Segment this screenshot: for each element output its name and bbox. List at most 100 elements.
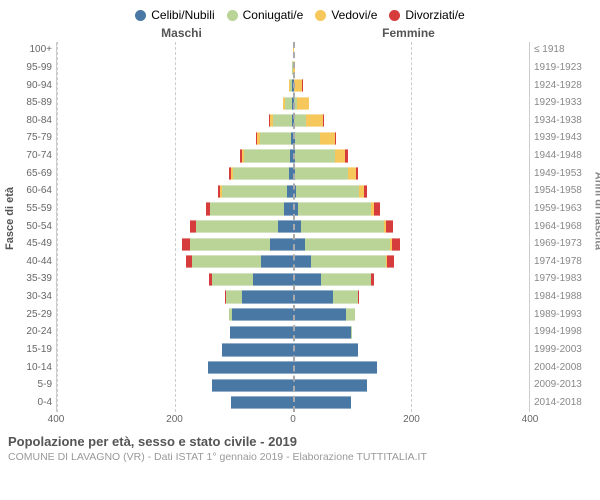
header-row: Maschi Femmine bbox=[8, 26, 592, 40]
yaxis-left-tick: 70-74 bbox=[8, 147, 56, 165]
yaxis-left-tick: 35-39 bbox=[8, 271, 56, 289]
bar-segment bbox=[231, 396, 293, 409]
female-bar bbox=[293, 61, 529, 74]
male-bar bbox=[57, 114, 293, 127]
yaxis-right-tick: 1974-1978 bbox=[530, 253, 592, 271]
bar-segment bbox=[208, 361, 293, 374]
legend-label: Vedovi/e bbox=[331, 8, 377, 22]
bar-segment bbox=[293, 255, 311, 268]
bar-segment bbox=[295, 167, 348, 180]
yaxis-right-tick: 1934-1938 bbox=[530, 112, 592, 130]
bar-segment bbox=[293, 326, 351, 339]
yaxis-right-tick: 1994-1998 bbox=[530, 324, 592, 342]
bar-segment bbox=[294, 114, 306, 127]
bar-segment bbox=[356, 167, 359, 180]
yaxis-left-tick: 85-89 bbox=[8, 94, 56, 112]
bar-segment bbox=[244, 149, 290, 162]
header-male: Maschi bbox=[8, 26, 295, 40]
bar-segment bbox=[295, 132, 320, 145]
female-bar bbox=[293, 361, 529, 374]
yaxis-right-tick: 2009-2013 bbox=[530, 376, 592, 394]
bar-segment bbox=[311, 255, 386, 268]
yaxis-left-title: Fasce di età bbox=[4, 187, 16, 250]
chart-title: Popolazione per età, sesso e stato civil… bbox=[8, 434, 592, 449]
bar-segment bbox=[323, 114, 324, 127]
bar-segment bbox=[222, 343, 293, 356]
yaxis-left-tick: 40-44 bbox=[8, 253, 56, 271]
bar-segment bbox=[345, 149, 347, 162]
yaxis-right-title: Anni di nascita bbox=[592, 172, 600, 250]
xaxis-tick: 200 bbox=[166, 414, 183, 425]
yaxis-left-tick: 90-94 bbox=[8, 77, 56, 95]
yaxis-left-tick: 80-84 bbox=[8, 112, 56, 130]
bar-segment bbox=[294, 79, 302, 92]
male-bar bbox=[57, 343, 293, 356]
yaxis-left-tick: 30-34 bbox=[8, 288, 56, 306]
bar-segment bbox=[321, 273, 371, 286]
female-bar bbox=[293, 273, 529, 286]
bar-segment bbox=[230, 326, 293, 339]
legend-swatch bbox=[135, 10, 146, 21]
female-bar bbox=[293, 132, 529, 145]
bar-segment bbox=[351, 326, 352, 339]
male-bar bbox=[57, 326, 293, 339]
female-bar bbox=[293, 149, 529, 162]
bar-segment bbox=[260, 132, 291, 145]
bar-segment bbox=[306, 114, 323, 127]
bar-segment bbox=[253, 273, 293, 286]
legend-item: Vedovi/e bbox=[315, 8, 377, 22]
bar-segment bbox=[261, 255, 293, 268]
yaxis-right-tick: 1944-1948 bbox=[530, 147, 592, 165]
female-bar bbox=[293, 255, 529, 268]
legend-swatch bbox=[227, 10, 238, 21]
bar-segment bbox=[296, 185, 359, 198]
yaxis-left-tick: 95-99 bbox=[8, 59, 56, 77]
yaxis-left-tick: 65-69 bbox=[8, 165, 56, 183]
bar-segment bbox=[302, 79, 303, 92]
xaxis-tick: 0 bbox=[290, 414, 296, 425]
yaxis-right-tick: ≤ 1918 bbox=[530, 42, 592, 60]
male-bar bbox=[57, 167, 293, 180]
xaxis-tick: 200 bbox=[403, 414, 420, 425]
female-bar bbox=[293, 220, 529, 233]
yaxis-right-tick: 1989-1993 bbox=[530, 306, 592, 324]
bar-segment bbox=[293, 308, 346, 321]
bar-segment bbox=[335, 149, 345, 162]
yaxis-left-tick: 10-14 bbox=[8, 359, 56, 377]
bar-segment bbox=[333, 290, 358, 303]
bar-segment bbox=[284, 202, 293, 215]
yaxis-right-tick: 2014-2018 bbox=[530, 394, 592, 412]
grid-line bbox=[529, 42, 530, 412]
female-bar bbox=[293, 97, 529, 110]
bar-segment bbox=[305, 238, 391, 251]
plot-area: Fasce di età 100+95-9990-9485-8980-8475-… bbox=[8, 42, 592, 412]
bar-segment bbox=[298, 202, 372, 215]
bar-segment bbox=[293, 396, 351, 409]
male-bar bbox=[57, 255, 293, 268]
bar-segment bbox=[293, 379, 367, 392]
legend-item: Celibi/Nubili bbox=[135, 8, 214, 22]
female-bar bbox=[293, 167, 529, 180]
center-line bbox=[293, 42, 295, 412]
legend-label: Celibi/Nubili bbox=[151, 8, 214, 22]
bar-segment bbox=[196, 220, 278, 233]
chart-subtitle: COMUNE DI LAVAGNO (VR) - Dati ISTAT 1° g… bbox=[8, 451, 592, 463]
bar-segment bbox=[358, 290, 359, 303]
bar-segment bbox=[285, 97, 293, 110]
female-bar bbox=[293, 202, 529, 215]
population-pyramid-chart: Celibi/NubiliConiugati/eVedovi/eDivorzia… bbox=[0, 0, 600, 500]
xaxis-tick: 400 bbox=[522, 414, 539, 425]
legend-item: Divorziati/e bbox=[389, 8, 464, 22]
bar-segment bbox=[364, 185, 368, 198]
bar-segment bbox=[392, 238, 401, 251]
bar-segment bbox=[387, 255, 394, 268]
yaxis-right-tick: 1999-2003 bbox=[530, 341, 592, 359]
yaxis-left-tick: 25-29 bbox=[8, 306, 56, 324]
bar-segment bbox=[273, 114, 292, 127]
male-bar bbox=[57, 379, 293, 392]
female-bar bbox=[293, 326, 529, 339]
bar-segment bbox=[371, 273, 375, 286]
bar-segment bbox=[293, 343, 358, 356]
female-bar bbox=[293, 185, 529, 198]
yaxis-right-tick: 1939-1943 bbox=[530, 130, 592, 148]
